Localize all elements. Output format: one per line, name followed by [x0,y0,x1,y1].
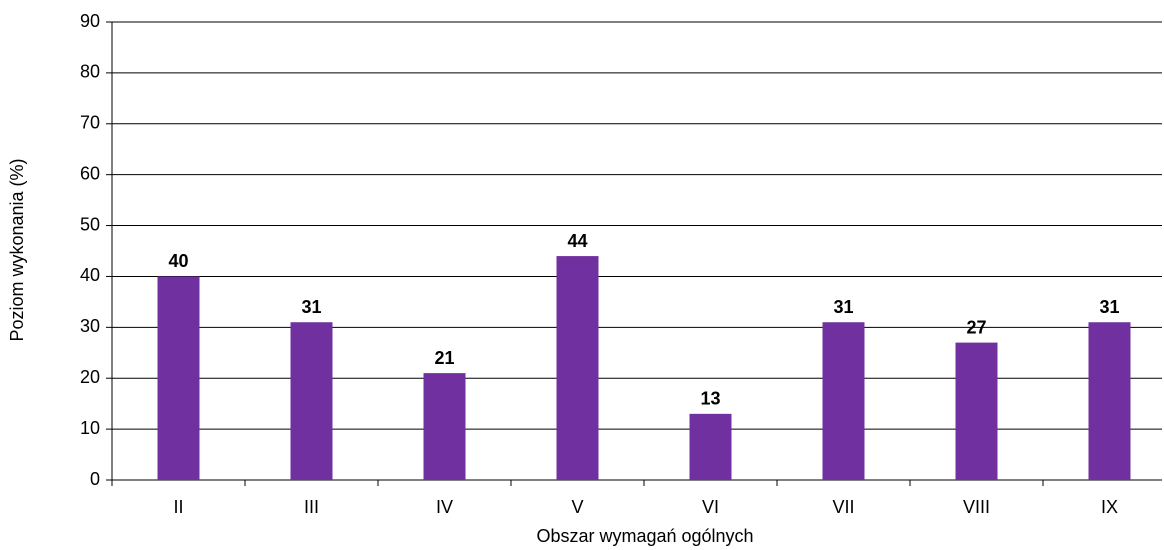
y-tick-label: 60 [80,163,100,183]
y-tick-label: 40 [80,265,100,285]
y-tick-label: 20 [80,367,100,387]
value-label: 21 [434,348,454,368]
bar [955,342,998,480]
x-tick-label: VII [832,497,854,517]
bar [157,276,200,480]
y-tick-label: 90 [80,11,100,31]
bar [1088,322,1131,480]
x-tick-label: V [571,497,583,517]
value-label: 31 [301,297,321,317]
x-tick-label: II [173,497,183,517]
x-tick-label: IX [1101,497,1118,517]
y-tick-label: 0 [90,469,100,489]
value-label: 13 [700,389,720,409]
bar [556,256,599,480]
x-axis-title: Obszar wymagań ogólnych [536,526,753,546]
y-axis-title: Poziom wykonania (%) [7,158,27,341]
y-tick-label: 70 [80,113,100,133]
x-tick-label: IV [436,497,453,517]
bar [290,322,333,480]
bar [689,413,732,480]
y-tick-label: 30 [80,316,100,336]
y-tick-label: 10 [80,418,100,438]
y-tick-label: 50 [80,214,100,234]
bar [822,322,865,480]
value-label: 44 [567,231,587,251]
x-tick-label: VIII [963,497,990,517]
x-tick-label: III [304,497,319,517]
x-tick-label: VI [702,497,719,517]
value-label: 31 [1099,297,1119,317]
bar [423,373,466,480]
value-label: 31 [833,297,853,317]
y-tick-label: 80 [80,62,100,82]
value-label: 27 [966,317,986,337]
value-label: 40 [168,251,188,271]
